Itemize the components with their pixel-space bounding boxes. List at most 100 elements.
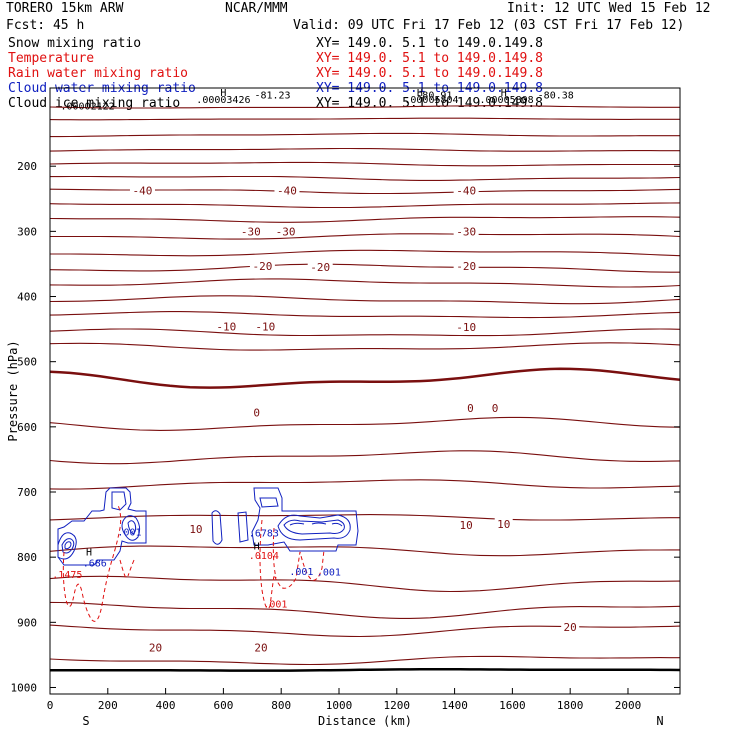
- y-tick-label: 900: [17, 616, 37, 629]
- isotherm-line: [49, 479, 681, 490]
- contour-label-bg: [249, 259, 275, 271]
- legend-rain: Rain water mixing ratio: [8, 66, 189, 81]
- temperature-contour-label: -40: [277, 184, 297, 197]
- contour-label-bg: [489, 401, 501, 413]
- extremum-label: H: [501, 88, 507, 99]
- isotherm-line: [49, 655, 680, 666]
- temperature-contour-label: -30: [276, 225, 296, 238]
- x-tick-label: 2000: [615, 699, 642, 712]
- x-tick-label: 1600: [499, 699, 526, 712]
- cloud-water-contour: [64, 541, 72, 550]
- contour-label-bg: [251, 406, 263, 418]
- cloud-water-contour: [61, 538, 75, 554]
- plot-frame: [49, 87, 681, 695]
- isotherm-line: [50, 668, 681, 672]
- isotherm-line: [49, 450, 681, 465]
- x-tick-label: 600: [213, 699, 233, 712]
- contour-label-bg: [252, 320, 278, 332]
- isotherm-line: [50, 132, 680, 138]
- isotherm-line: [50, 249, 681, 257]
- isotherm-line: [49, 147, 680, 152]
- x-tick-label: 1400: [441, 699, 468, 712]
- contour-label-bg: [251, 641, 270, 653]
- temperature-contour-label: 10: [460, 519, 473, 532]
- isotherm-line: [49, 161, 680, 167]
- x-tick-label: 1200: [384, 699, 411, 712]
- isotherm-line: [49, 117, 680, 121]
- y-tick-label: 200: [17, 160, 37, 173]
- y-tick-label: 300: [17, 225, 37, 238]
- temperature-contour-label: 0: [253, 407, 260, 420]
- cloud-water-contour: [289, 522, 343, 527]
- contour-label-bg: [561, 620, 580, 632]
- extremum-label: H: [86, 547, 92, 558]
- contour-label-bg: [213, 320, 239, 332]
- cloud-water-contour: [283, 519, 345, 535]
- temperature-contour-label: -30: [241, 225, 261, 238]
- cloud-water-contour: [121, 515, 141, 541]
- temperature-contour-label: -10: [456, 321, 476, 334]
- isotherm-line: [49, 367, 681, 389]
- contour-label-bg: [146, 641, 165, 653]
- isotherm-line: [49, 278, 681, 288]
- cloud-water-contour: [57, 532, 77, 560]
- cloud-water-contour: [57, 487, 147, 566]
- contour-labels: -40 -40 -40 -30 -30 -30 -20 -20 -20 -10 -10 -10 0 0 0 1…: [52, 88, 580, 655]
- temperature-contours: [49, 105, 681, 672]
- isotherm-line: [49, 575, 681, 593]
- isotherm-line: [49, 263, 680, 273]
- x-tick-label: 1800: [557, 699, 584, 712]
- isotherm-line: [49, 601, 681, 619]
- isotherm-line: [49, 105, 680, 109]
- extremum-label: .00005804: [404, 95, 458, 106]
- cloud-water-contour: [111, 491, 127, 511]
- contour-label-bg: [453, 321, 479, 333]
- x-axis-title: Distance (km): [318, 714, 412, 728]
- contour-label-bg: [129, 184, 155, 196]
- rain-water-contour: [259, 519, 325, 609]
- valid-time: Valid: 09 UTC Fri 17 Feb 12 (03 CST Fri …: [293, 18, 685, 33]
- cloud-water-contour: [211, 510, 223, 545]
- legend-temperature-range: XY= 149.0. 5.1 to 149.0.149.8: [316, 51, 543, 66]
- temperature-contour-label: -40: [456, 184, 476, 197]
- forecast-hour: Fcst: 45 h: [6, 18, 85, 33]
- isotherm-line: [49, 514, 680, 521]
- cloud-water-contour: [251, 487, 359, 552]
- x-tick-label: 200: [98, 699, 118, 712]
- cloud-water-contour: [127, 520, 137, 535]
- contour-label-bg: [186, 523, 205, 535]
- x-axis-north-label: N: [656, 714, 663, 728]
- temperature-contour-label: 10: [189, 523, 202, 536]
- contour-label-bg: [307, 261, 333, 273]
- rain-water-contour: [62, 504, 122, 622]
- extremum-label: .001: [263, 599, 287, 610]
- temperature-contour-label: -10: [255, 320, 275, 333]
- y-axis-title: Pressure (hPa): [6, 340, 20, 441]
- contour-label-bg: [457, 519, 476, 531]
- legend-temperature: Temperature: [8, 51, 95, 66]
- extremum-label: -80.91: [416, 91, 452, 102]
- isotherm-line: [49, 342, 681, 351]
- cloud-water-contour: [277, 514, 351, 541]
- temperature-contour-label: -20: [310, 261, 330, 274]
- x-tick-label: 800: [271, 699, 291, 712]
- y-tick-label: 700: [17, 486, 37, 499]
- rain-water-contour: [119, 559, 135, 579]
- isotherm-line: [49, 311, 681, 319]
- extremum-label: .00005808: [480, 95, 534, 106]
- extremum-label: -80.38: [538, 91, 574, 102]
- extremum-label: .00003426: [196, 95, 250, 106]
- extremum-label: H: [220, 88, 226, 99]
- isotherm-line: [49, 328, 681, 337]
- extremum-label: H: [254, 541, 260, 552]
- cloud-water-contour: [259, 497, 279, 508]
- x-tick-label: 1000: [326, 699, 353, 712]
- temperature-contour-label: 0: [492, 402, 499, 415]
- extremum-label: -81.23: [254, 91, 290, 102]
- y-tick-label: 800: [17, 551, 37, 564]
- contour-label-bg: [238, 225, 264, 237]
- temperature-contour-label: 20: [149, 642, 162, 655]
- extremum-label: .00002122: [60, 102, 114, 113]
